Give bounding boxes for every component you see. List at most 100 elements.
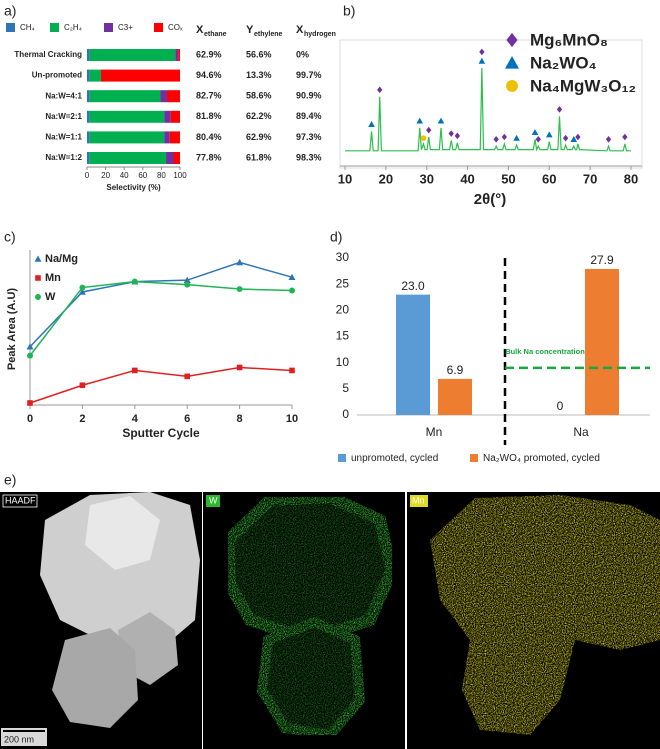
bar-segment bbox=[89, 131, 165, 144]
table-cell: 56.6% bbox=[246, 49, 272, 59]
x-tick-label: 8 bbox=[237, 413, 243, 425]
legend-swatch bbox=[338, 454, 346, 462]
phase-marker bbox=[479, 48, 485, 56]
table-cell: 62.9% bbox=[196, 49, 222, 59]
micrographs: HAADF W Mn 200 nm e) bbox=[0, 472, 660, 749]
phase-marker bbox=[437, 117, 445, 124]
legend-marker bbox=[506, 80, 518, 92]
bar-segment bbox=[89, 90, 161, 103]
y-tick-label: 0 bbox=[342, 407, 349, 421]
y-tick-label: 20 bbox=[336, 303, 350, 317]
bar-segment bbox=[178, 49, 180, 61]
line bbox=[29, 261, 293, 348]
bar bbox=[396, 294, 430, 415]
x-tick-label: 6 bbox=[184, 413, 190, 425]
column-subscript: ethylene bbox=[254, 31, 283, 38]
phase-marker bbox=[535, 136, 541, 143]
point bbox=[132, 367, 138, 374]
table-cell: 89.4% bbox=[296, 111, 322, 121]
bar-segment bbox=[89, 110, 165, 123]
point bbox=[27, 400, 33, 406]
phase-marker bbox=[426, 126, 432, 134]
table-cell: 98.3% bbox=[296, 152, 322, 162]
label-box bbox=[410, 495, 428, 507]
category-label: Na:W=2:1 bbox=[45, 112, 82, 121]
legend-swatch bbox=[50, 23, 59, 32]
table-cell: 58.6% bbox=[246, 91, 272, 101]
phase-marker bbox=[454, 132, 460, 140]
x-tick-label: 10 bbox=[338, 171, 352, 186]
y-axis-title: Peak Area (A.U) bbox=[6, 288, 18, 370]
bar-segment bbox=[169, 131, 180, 144]
legend-label: C₂H₄ bbox=[64, 23, 82, 32]
legend-swatch bbox=[154, 23, 163, 32]
y-tick-label: 30 bbox=[336, 250, 350, 264]
legend-marker bbox=[34, 255, 42, 262]
legend-label: Mg₆MnO₈ bbox=[530, 30, 608, 49]
x-tick-label: 60 bbox=[138, 171, 147, 180]
x-axis-title: 2θ(°) bbox=[474, 191, 506, 208]
bar-segment bbox=[87, 131, 90, 144]
x-tick-label: 2 bbox=[79, 413, 85, 425]
legend-label: unpromoted, cycled bbox=[351, 453, 438, 464]
table-cell: 61.8% bbox=[246, 152, 272, 162]
label-box bbox=[206, 495, 220, 507]
phase-marker bbox=[377, 86, 383, 94]
w-signal bbox=[221, 490, 399, 741]
legend-marker bbox=[35, 275, 41, 281]
bar-segment bbox=[166, 90, 180, 103]
image-label: W bbox=[209, 495, 218, 505]
point bbox=[79, 382, 86, 389]
legend-swatch bbox=[104, 23, 113, 32]
value-label: 27.9 bbox=[590, 253, 614, 267]
bar-segment bbox=[164, 131, 170, 144]
image-label: HAADF bbox=[5, 495, 36, 505]
x-tick-label: 50 bbox=[501, 171, 515, 186]
line bbox=[29, 366, 293, 404]
column-symbol: X bbox=[196, 24, 204, 36]
bar-segment bbox=[87, 90, 90, 103]
column-symbol: Y bbox=[246, 24, 254, 36]
phase-marker bbox=[570, 136, 578, 142]
x-tick-label: 60 bbox=[542, 171, 556, 186]
bar-segment bbox=[166, 152, 174, 164]
point bbox=[183, 276, 191, 283]
bar-segment bbox=[87, 152, 90, 164]
x-tick-label: 80 bbox=[624, 171, 638, 186]
bar-segment bbox=[89, 152, 167, 164]
x-tick-label: Na bbox=[573, 425, 589, 439]
value-label: 0 bbox=[557, 399, 564, 413]
table-cell: 62.2% bbox=[246, 111, 272, 121]
x-tick-label: 100 bbox=[173, 171, 187, 180]
x-axis-title: Selectivity (%) bbox=[106, 183, 161, 192]
legend-label: Na₂WO₄ promoted, cycled bbox=[483, 453, 600, 464]
column-symbol: X bbox=[296, 24, 304, 36]
legend-label: Na₄MgW₃O₁₂ bbox=[530, 76, 636, 95]
phase-marker bbox=[501, 133, 507, 141]
point bbox=[184, 281, 191, 288]
phase-marker bbox=[545, 131, 553, 138]
phase-marker bbox=[622, 133, 628, 141]
table-cell: 0% bbox=[296, 49, 309, 59]
phase-marker bbox=[416, 117, 424, 124]
particle bbox=[85, 496, 160, 570]
bar-segment bbox=[87, 110, 90, 123]
legend-swatch bbox=[6, 23, 15, 32]
bar-segment bbox=[173, 152, 180, 164]
phase-marker bbox=[562, 134, 569, 142]
point bbox=[27, 352, 33, 359]
phase-marker bbox=[575, 133, 581, 141]
value-label: 6.9 bbox=[447, 363, 464, 377]
w-particle bbox=[221, 490, 399, 647]
x-tick-label: 40 bbox=[460, 171, 474, 186]
point bbox=[236, 258, 244, 266]
phase-marker bbox=[420, 135, 427, 141]
legend-marker bbox=[35, 294, 41, 300]
point bbox=[131, 278, 138, 285]
point bbox=[79, 284, 86, 291]
panel-label: a) bbox=[4, 3, 16, 19]
value-label: 23.0 bbox=[401, 279, 425, 293]
x-tick-label: 20 bbox=[101, 171, 110, 180]
legend-marker bbox=[505, 56, 519, 69]
